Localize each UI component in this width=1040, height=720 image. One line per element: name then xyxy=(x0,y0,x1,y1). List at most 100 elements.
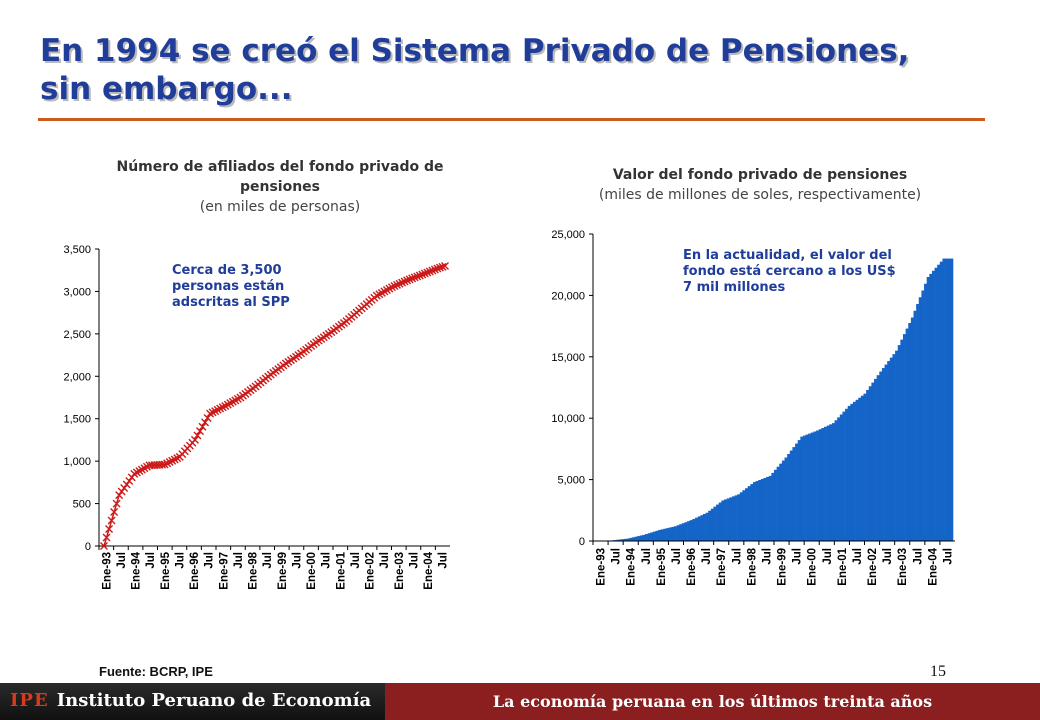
fund-value-bar xyxy=(750,484,754,541)
y-tick-label: 15,000 xyxy=(551,352,585,364)
fund-value-bar xyxy=(816,430,820,541)
fund-value-bar xyxy=(668,527,672,541)
fund-value-bar xyxy=(705,512,709,541)
ipe-logo: IPE xyxy=(10,690,49,711)
x-tick-label: Ene-04 xyxy=(423,551,435,589)
fund-value-bar xyxy=(695,517,698,541)
data-point-marker xyxy=(425,267,434,276)
x-tick-label: Ene-97 xyxy=(716,548,728,586)
fund-value-bar xyxy=(831,423,835,541)
fund-value-bar xyxy=(947,258,951,541)
fund-value-bar xyxy=(616,539,619,541)
fund-value-bar xyxy=(950,258,954,541)
y-tick-label: 0 xyxy=(85,541,91,553)
x-tick-label: Jul xyxy=(321,552,333,569)
fund-value-bar xyxy=(910,317,914,541)
fund-value-bar xyxy=(884,364,888,541)
fund-value-bar xyxy=(776,466,780,541)
fund-value-bar xyxy=(760,478,764,541)
fund-value-bar xyxy=(866,389,870,541)
fund-value-bar xyxy=(745,488,748,541)
x-tick-label: Jul xyxy=(701,548,713,565)
fund-value-bar xyxy=(652,531,656,541)
fund-value-bar xyxy=(623,538,627,541)
fund-value-bar xyxy=(642,534,646,541)
fund-value-bar xyxy=(658,529,662,541)
fund-value-bar xyxy=(858,397,862,541)
fund-value-bar xyxy=(905,328,909,541)
fund-value-bar xyxy=(660,529,664,541)
fund-value-bar xyxy=(876,375,880,541)
right-chart-title: Valor del fondo privado de pensiones xyxy=(612,167,908,183)
fund-value-bar xyxy=(708,510,712,541)
x-tick-label: Ene-96 xyxy=(189,552,201,590)
fund-value-bar xyxy=(766,476,770,541)
x-tick-label: Jul xyxy=(204,552,216,569)
data-point-marker xyxy=(102,533,111,542)
right-chart-subtitle: (miles de millones de soles, respectivam… xyxy=(598,187,922,203)
data-point-marker xyxy=(398,278,407,287)
fund-value-bar xyxy=(829,424,833,541)
x-tick-label: Jul xyxy=(731,548,743,565)
fund-value-bar xyxy=(942,258,946,541)
source-note: Fuente: BCRP, IPE xyxy=(99,664,213,679)
fund-value-bar xyxy=(737,494,741,541)
data-point-marker xyxy=(415,271,424,280)
x-tick-label: Ene-00 xyxy=(807,548,819,586)
fund-value-bar xyxy=(808,433,812,541)
fund-value-bar xyxy=(629,537,633,541)
x-tick-label: Jul xyxy=(145,552,157,569)
fund-value-bar xyxy=(681,523,685,541)
x-tick-label: Ene-99 xyxy=(777,548,789,586)
fund-value-bar xyxy=(855,399,859,541)
data-point-marker xyxy=(413,272,422,281)
data-point-marker xyxy=(408,274,417,283)
fund-value-bar xyxy=(692,518,696,541)
x-tick-label: Jul xyxy=(792,548,804,565)
y-tick-label: 3,000 xyxy=(63,286,91,298)
fund-value-bar xyxy=(818,429,822,541)
fund-value-bar xyxy=(842,411,846,541)
fund-value-bar xyxy=(747,486,751,541)
fund-value-bar xyxy=(847,405,851,541)
fund-value-bar xyxy=(892,354,896,541)
fund-value-bar xyxy=(723,499,727,541)
fund-value-bar xyxy=(850,403,854,541)
fund-value-bar xyxy=(666,528,669,541)
data-point-marker xyxy=(122,480,131,489)
fund-value-bar xyxy=(924,283,927,541)
fund-value-bar xyxy=(739,492,743,541)
x-tick-label: Jul xyxy=(942,548,954,565)
fund-value-bar xyxy=(671,526,675,541)
fund-value-bar xyxy=(839,414,843,541)
x-tick-label: Ene-94 xyxy=(131,551,143,589)
x-tick-label: Ene-97 xyxy=(218,552,230,590)
fund-value-bar xyxy=(852,401,856,541)
x-tick-label: Jul xyxy=(882,548,894,565)
y-tick-label: 10,000 xyxy=(551,413,585,425)
x-tick-label: Jul xyxy=(174,552,186,569)
fund-value-bar xyxy=(758,480,762,541)
x-tick-label: Ene-96 xyxy=(686,548,698,586)
data-point-marker xyxy=(195,427,204,436)
fund-value-bar xyxy=(921,290,925,541)
x-tick-label: Ene-98 xyxy=(248,551,260,589)
x-tick-label: Jul xyxy=(641,548,653,565)
data-point-marker xyxy=(107,516,116,525)
fund-value-bar xyxy=(689,520,693,541)
fund-value-bar xyxy=(889,357,893,541)
fund-value-bar xyxy=(895,350,899,541)
y-tick-label: 1,500 xyxy=(63,414,91,426)
fund-value-bar xyxy=(868,386,872,541)
footer-tagline-box: La economía peruana en los últimos trein… xyxy=(385,683,1040,720)
x-tick-label: Ene-95 xyxy=(160,551,172,589)
fund-value-bar xyxy=(937,264,941,541)
right-chart-heading: Valor del fondo privado de pensiones (mi… xyxy=(545,165,975,205)
fund-value-bar xyxy=(731,496,735,541)
x-tick-label: Ene-02 xyxy=(867,548,879,586)
fund-value-bar xyxy=(650,532,654,541)
footer-tagline: La economía peruana en los últimos trein… xyxy=(492,692,933,711)
data-point-marker xyxy=(125,476,134,485)
fund-value-bar xyxy=(621,539,625,541)
